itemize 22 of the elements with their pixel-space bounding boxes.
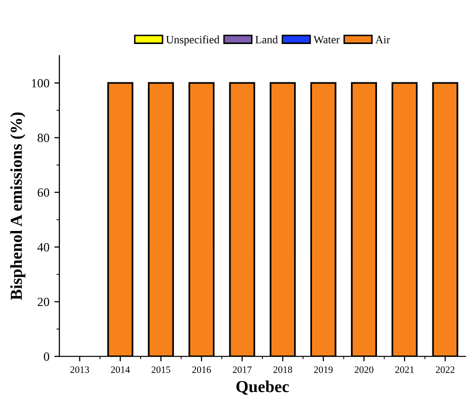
y-tick-label: 60 <box>38 188 50 197</box>
y-tick-label: 20 <box>38 298 50 306</box>
x-tick-label: 2020 <box>354 366 374 373</box>
x-tick-label: 2021 <box>395 366 414 373</box>
x-tick-label: 2014 <box>111 366 130 373</box>
x-tick-label: 2022 <box>436 366 454 373</box>
y-tick-label: 40 <box>37 243 50 252</box>
x-tick-label: 2015 <box>152 366 170 373</box>
x-tick-label: 2019 <box>314 366 333 373</box>
x-tick-label: 2016 <box>192 366 211 373</box>
legend-label: Unspecified <box>166 35 220 46</box>
legend-label: Air <box>375 36 390 44</box>
y-tick-label: 80 <box>38 134 50 142</box>
x-tick-label: 2013 <box>70 366 90 373</box>
legend-label: Water <box>314 36 340 44</box>
x-tick-label: 2018 <box>273 366 292 373</box>
x-tick-label: 2017 <box>232 366 252 373</box>
y-axis-title: Bisphenol A emissions (%) <box>10 112 26 300</box>
y-tick-label: 100 <box>32 78 50 88</box>
x-axis-title: Quebec <box>236 380 289 395</box>
legend-label: Land <box>255 36 278 44</box>
y-tick-label: 0 <box>44 352 50 361</box>
